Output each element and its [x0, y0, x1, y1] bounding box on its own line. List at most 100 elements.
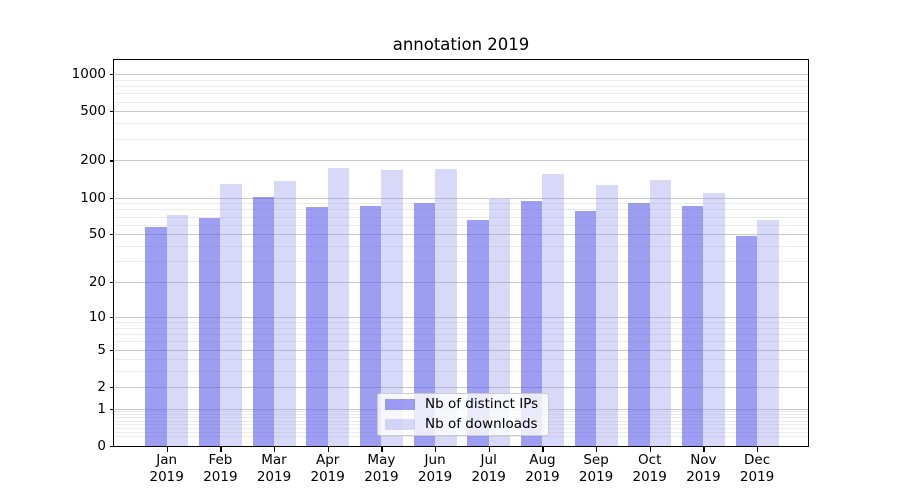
gridline-minor [114, 123, 808, 125]
x-axis-tick-label: Apr 2019 [310, 452, 345, 485]
x-axis-tick-label: Sep 2019 [578, 452, 614, 485]
gridline-minor [114, 246, 808, 247]
plot-area: Nb of distinct IPs Nb of downloads [113, 59, 809, 447]
bar-downloads [596, 184, 618, 446]
gridline-major [114, 111, 808, 113]
legend-item-downloads: Nb of downloads [385, 416, 540, 433]
y-axis-tick-label: 500 [80, 103, 106, 120]
y-axis-tick [109, 197, 114, 199]
downloads-swatch [385, 419, 415, 430]
bar-distinct-ips [198, 218, 221, 446]
gridline-minor [114, 101, 808, 103]
x-axis-tick [327, 447, 329, 452]
x-axis-tick [703, 447, 705, 452]
y-axis-tick [109, 160, 114, 162]
y-axis-tick [109, 408, 114, 410]
y-axis-tick [109, 74, 114, 76]
bar-distinct-ips [681, 205, 704, 446]
bar-distinct-ips [413, 203, 436, 446]
legend-label-downloads: Nb of downloads [425, 416, 538, 432]
bar-distinct-ips [520, 200, 543, 446]
y-axis-tick-label: 1000 [71, 66, 106, 82]
y-axis-tick [109, 446, 114, 448]
y-axis-tick [109, 282, 114, 284]
gridline-major [114, 349, 808, 351]
bar-downloads [703, 192, 725, 446]
x-axis-tick [381, 447, 383, 452]
gridline-minor [114, 327, 808, 329]
x-axis-tick [649, 447, 651, 452]
y-axis-tick-label: 0 [97, 438, 106, 454]
bar-downloads [488, 199, 511, 446]
legend: Nb of distinct IPs Nb of downloads [377, 393, 549, 436]
legend-item-distinct-ips: Nb of distinct IPs [385, 396, 540, 413]
x-axis-tick [166, 447, 168, 452]
gridline-major [114, 282, 808, 284]
y-axis-tick-label: 2 [97, 378, 106, 395]
distinct-ips-swatch [385, 399, 415, 410]
y-axis-tick-label: 20 [88, 274, 106, 291]
gridline-minor [114, 138, 808, 140]
x-axis-tick [488, 447, 490, 452]
y-axis-tick [109, 386, 114, 388]
x-axis-tick-label: May 2019 [364, 452, 399, 485]
bar-distinct-ips [359, 205, 382, 446]
bar-downloads [435, 169, 457, 446]
y-axis-tick-label: 200 [80, 152, 106, 169]
x-axis-tick-label: Jun 2019 [417, 452, 453, 485]
gridline-minor [114, 93, 808, 95]
y-axis-tick [109, 111, 114, 113]
x-axis-tick-label: Oct 2019 [632, 452, 667, 485]
x-axis-tick-label: Jul 2019 [471, 452, 506, 485]
bar-distinct-ips [145, 227, 167, 446]
gridline-major [114, 197, 808, 199]
gridline-major [114, 234, 808, 236]
gridline-minor [114, 322, 808, 323]
gridline-major [114, 316, 808, 318]
bar-distinct-ips [252, 197, 274, 446]
x-axis-tick [542, 447, 544, 452]
bar-distinct-ips [628, 203, 650, 446]
y-axis-tick-label: 10 [88, 308, 106, 325]
bar-distinct-ips [467, 219, 489, 446]
x-axis-tick-label: Mar 2019 [256, 452, 292, 485]
gridline-major [114, 386, 808, 388]
gridline-major [114, 74, 808, 75]
gridline-minor [114, 371, 808, 373]
x-axis-tick [435, 447, 437, 452]
y-axis-tick-label: 100 [80, 189, 106, 206]
x-axis-tick-label: Dec 2019 [739, 452, 775, 485]
bar-downloads [757, 220, 779, 446]
y-axis-tick [109, 316, 114, 319]
bar-distinct-ips [735, 236, 758, 446]
gridline-major [114, 160, 808, 162]
y-axis-tick-label: 5 [97, 341, 106, 358]
x-axis-tick [274, 447, 276, 452]
bar-downloads [220, 184, 242, 446]
bar-downloads [381, 170, 403, 446]
gridline-minor [114, 341, 808, 343]
gridline-minor [114, 86, 808, 87]
gridline-minor [114, 224, 808, 226]
bar-downloads [649, 179, 672, 446]
y-axis-tick-label: 50 [88, 226, 106, 243]
y-axis-tick [109, 349, 114, 351]
y-axis-tick [109, 234, 114, 236]
gridline-minor [114, 334, 808, 335]
gridline-minor [114, 436, 808, 438]
bar-downloads [327, 168, 350, 446]
gridline-minor [114, 359, 808, 361]
x-axis-tick-label: Feb 2019 [203, 452, 238, 485]
gridline-minor [114, 261, 808, 263]
x-axis-tick-label: Nov 2019 [686, 452, 721, 485]
legend-label-distinct-ips: Nb of distinct IPs [425, 396, 539, 412]
bar-distinct-ips [306, 207, 328, 446]
y-axis-tick-label: 1 [97, 400, 106, 417]
bar-downloads [274, 181, 296, 446]
bar-downloads [542, 174, 564, 446]
x-axis-tick [757, 447, 759, 452]
gridline-minor [114, 209, 808, 211]
x-axis-tick-label: Jan 2019 [149, 452, 184, 485]
bar-distinct-ips [574, 211, 597, 446]
